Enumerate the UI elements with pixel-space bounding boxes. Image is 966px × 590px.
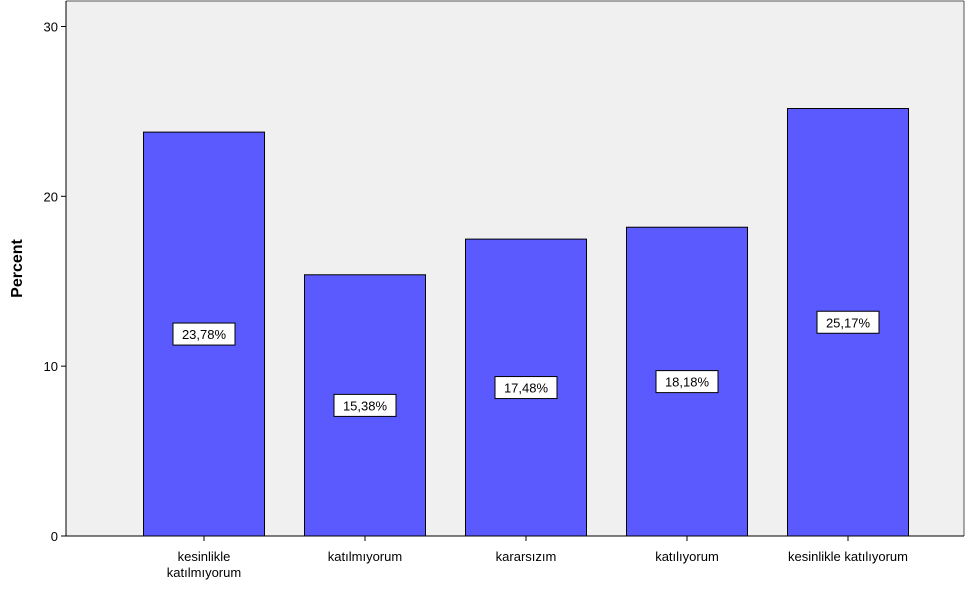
plot-frame: [66, 0, 965, 536]
x-axis: kesinlikle katılmıyorum katılmıyorum karars…: [66, 535, 964, 580]
y-axis-title: Percent: [9, 238, 26, 297]
y-tick-label: 0: [51, 529, 58, 544]
y-axis: 0 10 20 30: [44, 1, 67, 544]
y-tick-label: 20: [44, 189, 58, 204]
x-category-label: kesinlikle katılmıyorum: [167, 549, 241, 580]
data-label-box: [655, 370, 719, 394]
data-label: 23,78%: [182, 327, 227, 342]
x-category-label: kararsızım: [496, 549, 557, 564]
data-label-box: [172, 322, 236, 346]
data-label: 25,17%: [826, 315, 871, 330]
y-tick-label: 30: [44, 19, 58, 34]
data-labels-group: 23,78% 15,38% 17,48% 18,18% 25,17%: [172, 310, 880, 417]
y-tick-label: 10: [44, 359, 58, 374]
data-label-box: [494, 376, 558, 400]
data-label: 15,38%: [343, 398, 388, 413]
data-label: 18,18%: [665, 375, 710, 390]
x-category-label: katılmıyorum: [328, 549, 402, 564]
data-label-box: [333, 393, 397, 417]
x-category-label: katılıyorum: [655, 549, 719, 564]
data-label: 17,48%: [504, 381, 549, 396]
data-label-box: [816, 310, 880, 334]
x-category-label: kesinlikle katılıyorum: [788, 549, 908, 564]
